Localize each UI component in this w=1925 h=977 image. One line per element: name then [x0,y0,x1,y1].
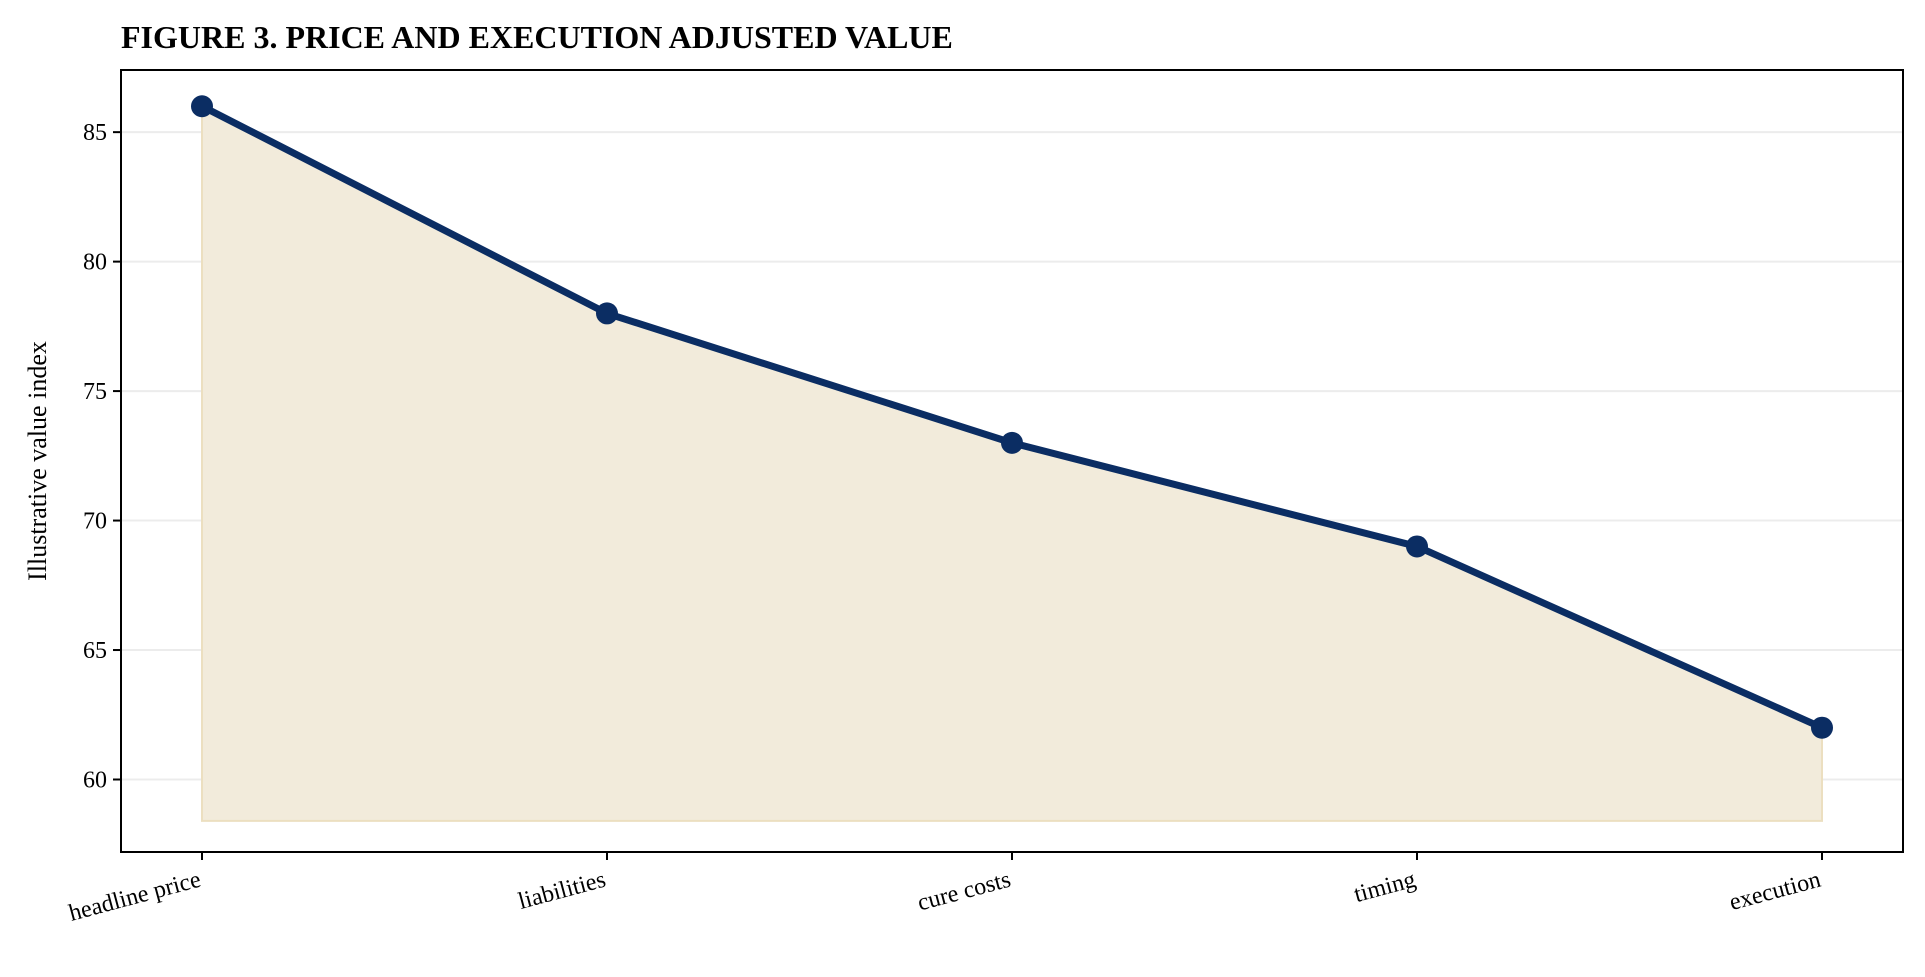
y-axis: 60 65 70 75 80 85 [83,120,121,793]
data-point [1406,535,1428,558]
y-tick-label: 60 [83,767,107,793]
data-point [191,95,213,118]
x-tick-label: execution [1727,867,1824,916]
y-tick-label: 75 [83,379,107,405]
y-tick-label: 65 [83,638,107,664]
data-points [191,95,1833,739]
x-tick-label: timing [1351,867,1418,908]
data-point [1811,716,1833,739]
x-tick-label: liabilities [516,867,609,915]
y-tick-label: 80 [83,250,107,276]
x-tick-label: headline price [66,867,203,927]
x-tick-label: cure costs [915,867,1014,917]
y-tick-label: 85 [83,120,107,146]
y-tick-label: 70 [83,509,107,535]
y-axis-label: Illustrative value index [23,341,52,581]
x-axis: headline price liabilities cure costs timin… [66,852,1824,927]
data-point [596,302,618,325]
chart-title: FIGURE 3. PRICE AND EXECUTION ADJUSTED V… [121,19,953,55]
data-point [1001,431,1023,454]
area-fill [201,104,1823,822]
